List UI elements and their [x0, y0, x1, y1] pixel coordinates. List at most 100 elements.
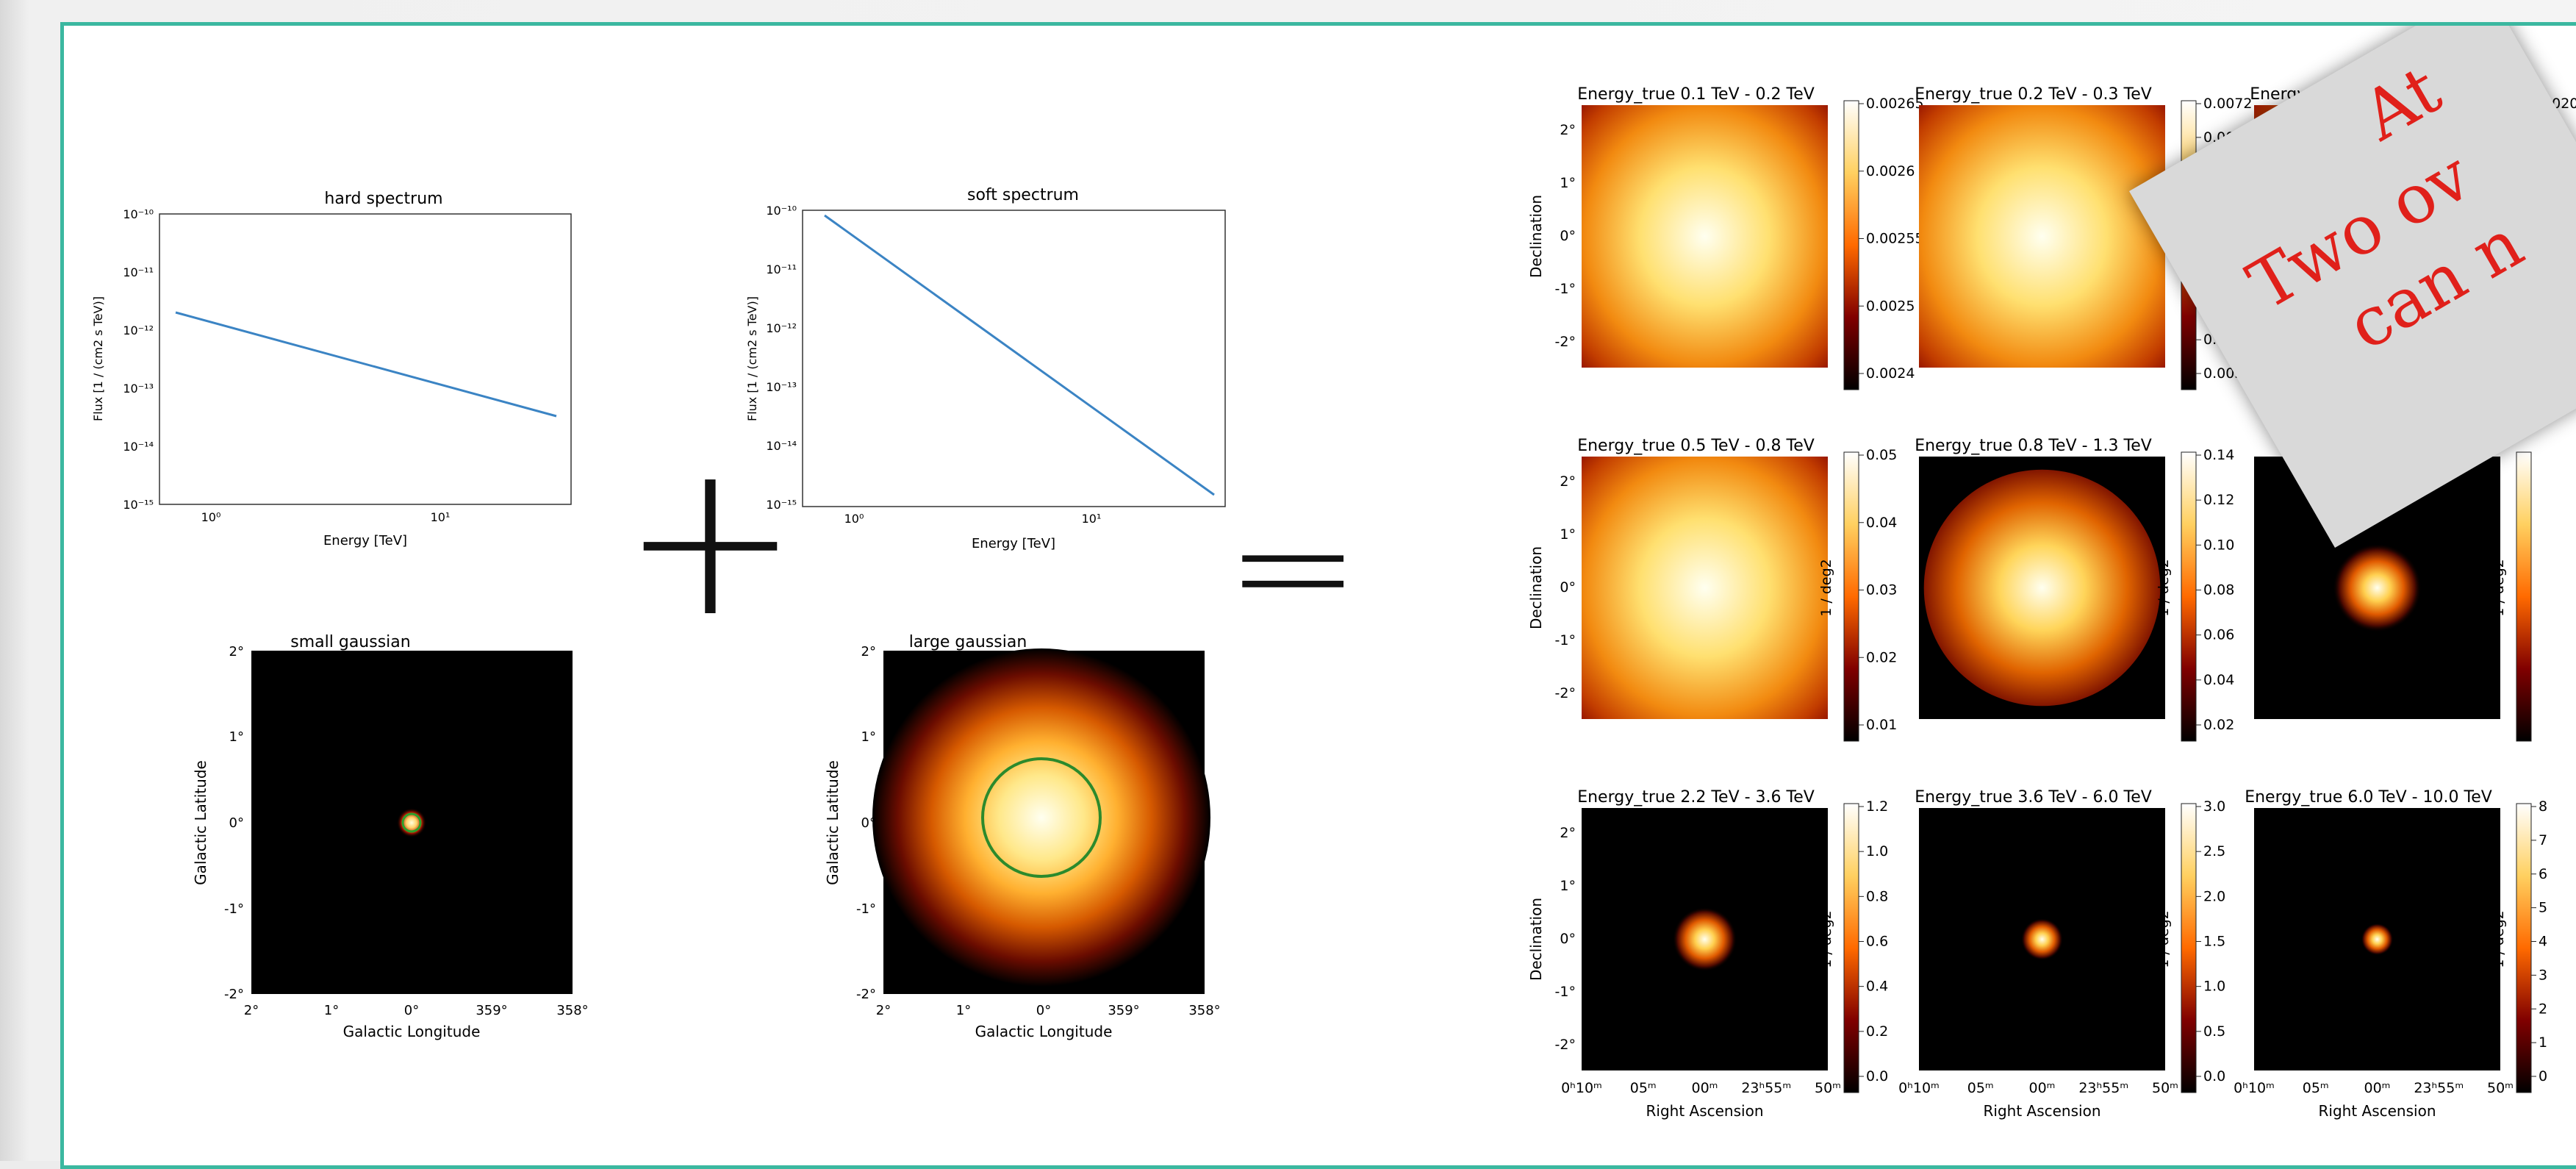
- yticks: 2° 1° 0° -1° -2°: [856, 644, 876, 1002]
- ytick-label: 1°: [861, 729, 876, 745]
- colorbar-tick-label: 0.04: [2203, 672, 2234, 688]
- colorbar-tick-label: 6: [2539, 866, 2547, 882]
- dec-tick-label: 0°: [1560, 931, 1576, 947]
- dec-tick-label: -1°: [1555, 281, 1576, 297]
- source-contour: [981, 757, 1102, 878]
- ytick-labels: 10⁻¹⁰ 10⁻¹¹ 10⁻¹² 10⁻¹³ 10⁻¹⁴ 10⁻¹⁵: [766, 204, 797, 512]
- ytick-label: 10⁻¹⁵: [123, 498, 154, 512]
- ytick-label: 10⁻¹²: [766, 321, 797, 335]
- colorbar-tick-label: 1.0: [2203, 979, 2225, 995]
- source-blob: [1672, 907, 1737, 972]
- source-contour: [401, 812, 422, 833]
- spectrum-title: soft spectrum: [967, 186, 1079, 204]
- colorbar-label: 1 / deg2: [2156, 559, 2172, 616]
- xtick-label: 10⁰: [844, 512, 864, 526]
- slide: hard spectrum 10⁻¹⁰ 10⁻¹¹ 10⁻¹² 10⁻¹³ 10…: [60, 22, 2576, 1169]
- dec-tick-label: 0°: [1560, 579, 1576, 596]
- source-blob: [397, 808, 426, 837]
- panel-title: Energy_true 6.0 TeV - 10.0 TeV: [2245, 788, 2492, 807]
- ra-tick-label: 50ᵐ: [2152, 1080, 2178, 1096]
- ytick-label: 10⁻¹⁴: [766, 439, 797, 453]
- y-axis-label: Flux [1 / (cm2 s TeV)]: [745, 296, 759, 421]
- xticks: 2° 1° 0° 359° 358°: [244, 1003, 589, 1018]
- panel-image: [1582, 457, 1828, 719]
- colorbar-tick-label: 1: [2539, 1034, 2547, 1051]
- x-axis-label: Galactic Longitude: [343, 1023, 481, 1040]
- colorbar-tick-label: 3: [2539, 967, 2547, 983]
- colorbar-label: 1 / deg2: [2491, 910, 2507, 968]
- colorbar-tick-label: 0.6: [1866, 934, 1888, 950]
- colorbar-tick-label: 0.01: [1866, 717, 1897, 733]
- colorbar-label: 1 / deg2: [2156, 910, 2172, 968]
- spectrum-axes: [802, 210, 1226, 507]
- energy-grid: Energy_true 0.1 TeV - 0.2 TeV 0.002650.00…: [1527, 85, 2576, 1120]
- xtick-label: 1°: [956, 1003, 971, 1018]
- xtick-label: 359°: [1108, 1003, 1139, 1018]
- spectrum-line: [175, 311, 557, 418]
- panel-image: [1919, 105, 2165, 368]
- ytick-label: 10⁻¹¹: [123, 265, 154, 279]
- colorbar: [2516, 451, 2532, 742]
- colorbar-tick-label: 0.08: [2203, 582, 2234, 598]
- panel-title: Energy_true 0.2 TeV - 0.3 TeV: [1915, 85, 2152, 104]
- dec-tick-label: -2°: [1555, 334, 1576, 350]
- ra-tick-label: 00ᵐ: [2364, 1080, 2390, 1096]
- colorbar-tick-label: 0.14: [2203, 447, 2234, 463]
- ytick-labels: 10⁻¹⁰ 10⁻¹¹ 10⁻¹² 10⁻¹³ 10⁻¹⁴ 10⁻¹⁵: [123, 207, 154, 512]
- colorbar-tick-label: 0.4: [1866, 979, 1888, 995]
- ra-tick-label: 50ᵐ: [2487, 1080, 2514, 1096]
- colorbar-tick-label: 2: [2539, 1001, 2547, 1017]
- colorbar-tick-label: 0.0072: [2203, 96, 2252, 112]
- colorbar-tick-label: 0.0026: [1866, 163, 1915, 179]
- dec-axis-label: Declination: [1527, 195, 1545, 278]
- dec-tick-label: 0°: [1560, 228, 1576, 244]
- dec-axis-label: Declination: [1527, 546, 1545, 629]
- colorbar-tick-label: 8: [2539, 798, 2547, 815]
- colorbar-tick-label: 0.0024: [1866, 365, 1915, 382]
- ra-tick-label: 00ᵐ: [1691, 1080, 1718, 1096]
- colorbar-tick-label: 1.0: [1866, 843, 1888, 859]
- ytick-label: 10⁻¹²: [123, 323, 154, 337]
- colorbar-label: 1 / deg2: [1818, 559, 1834, 616]
- source-blob: [2361, 923, 2394, 956]
- ra-axis-label: Right Ascension: [2319, 1102, 2436, 1120]
- colorbar-tick-label: 0.10: [2203, 537, 2234, 553]
- colorbar: [1843, 803, 1859, 1093]
- colorbar: [2181, 451, 2197, 742]
- colorbar-tick-label: 5: [2539, 900, 2547, 916]
- ytick-label: 2°: [229, 644, 244, 659]
- dec-tick-label: -1°: [1555, 632, 1576, 648]
- xtick-label: 10⁰: [201, 510, 221, 524]
- colorbar-tick-label: 1.2: [1866, 798, 1888, 815]
- ytick-label: 1°: [229, 729, 244, 745]
- colorbar-tick-label: 0.02: [1866, 649, 1897, 665]
- plus-operator: +: [621, 416, 800, 664]
- ra-tick-label: 23ʰ55ᵐ: [2414, 1080, 2464, 1096]
- xtick-label: 359°: [476, 1003, 507, 1018]
- colorbar-tick-label: 4: [2539, 934, 2547, 950]
- yticks: 2° 1° 0° -1° -2°: [224, 644, 244, 1002]
- colorbar-tick-label: 0.04: [1866, 515, 1897, 531]
- colorbar-label: 1 / deg2: [2491, 559, 2507, 616]
- ra-axis-label: Right Ascension: [1984, 1102, 2101, 1120]
- colorbar: [2516, 803, 2532, 1093]
- colorbar-tick-label: 0.03: [1866, 582, 1897, 598]
- ytick-label: -1°: [856, 901, 876, 917]
- y-axis-label: Flux [1 / (cm2 s TeV)]: [91, 296, 105, 421]
- colorbar-label: 1 / deg2: [1818, 910, 1834, 968]
- colorbar-tick-label: 0.12: [2203, 492, 2234, 508]
- dec-tick-label: 1°: [1560, 175, 1576, 191]
- xtick-label: 358°: [556, 1003, 588, 1018]
- colorbar-tick-label: 0.0: [2203, 1068, 2225, 1084]
- ra-tick-label: 00ᵐ: [2028, 1080, 2055, 1096]
- xtick-label: 358°: [1188, 1003, 1220, 1018]
- ytick-label: 0°: [861, 815, 876, 831]
- spectrum-hard: hard spectrum 10⁻¹⁰ 10⁻¹¹ 10⁻¹² 10⁻¹³ 10…: [91, 190, 572, 548]
- colorbar-tick-label: 0.0025: [1866, 298, 1915, 314]
- panel-title: Energy_true 3.6 TeV - 6.0 TeV: [1915, 788, 2152, 807]
- xtick-label: 10¹: [431, 510, 451, 524]
- dec-tick-label: -2°: [1555, 1037, 1576, 1053]
- x-axis-label: Energy [TeV]: [972, 536, 1055, 551]
- ytick-label: 10⁻¹³: [766, 380, 797, 394]
- spectrum-axes: [159, 213, 572, 505]
